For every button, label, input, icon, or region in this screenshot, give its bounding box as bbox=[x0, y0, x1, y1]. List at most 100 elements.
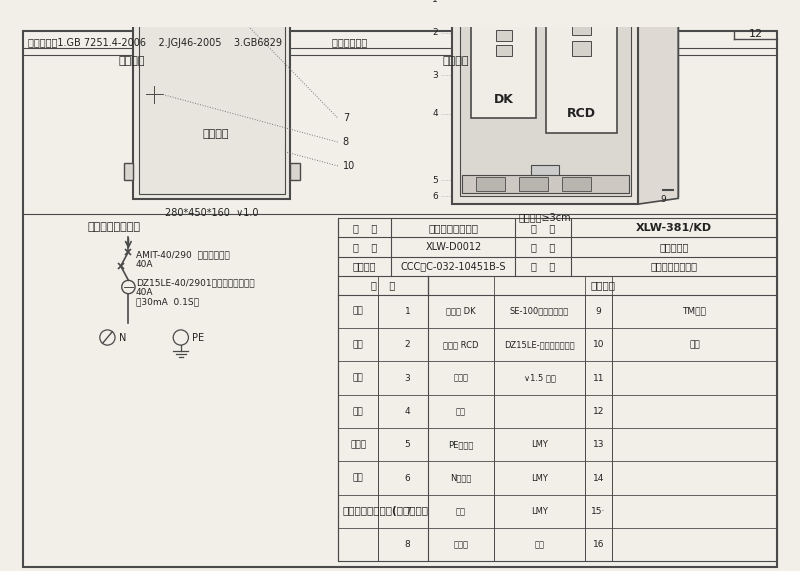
Text: 试验报告: 试验报告 bbox=[353, 261, 377, 271]
Text: 排耳: 排耳 bbox=[689, 340, 700, 349]
Text: 线夹: 线夹 bbox=[456, 407, 466, 416]
Text: 3: 3 bbox=[432, 71, 438, 80]
Text: 14: 14 bbox=[593, 473, 604, 482]
Bar bbox=[338, 218, 778, 561]
Text: 2: 2 bbox=[433, 28, 438, 37]
Text: 图    号: 图 号 bbox=[353, 242, 377, 252]
Bar bbox=[124, 1, 133, 18]
Circle shape bbox=[613, 166, 622, 175]
Bar bbox=[462, 175, 629, 192]
Text: 设计: 设计 bbox=[353, 307, 363, 316]
Text: 6: 6 bbox=[432, 192, 438, 201]
Bar bbox=[476, 178, 505, 191]
Circle shape bbox=[469, 166, 478, 175]
Text: DZ15LE-40/2901（透明漏电开关）: DZ15LE-40/2901（透明漏电开关） bbox=[136, 279, 254, 288]
Polygon shape bbox=[638, 0, 678, 204]
Text: 日期: 日期 bbox=[353, 473, 363, 482]
Text: 12: 12 bbox=[593, 407, 604, 416]
Circle shape bbox=[651, 184, 663, 195]
Bar bbox=[562, 178, 590, 191]
Text: 6: 6 bbox=[405, 473, 410, 482]
Text: 8: 8 bbox=[405, 540, 410, 549]
Text: 7: 7 bbox=[343, 113, 349, 123]
Bar bbox=[571, 20, 590, 35]
Text: 主要配件: 主要配件 bbox=[590, 280, 615, 290]
Text: 施工现场照明配电: 施工现场照明配电 bbox=[650, 261, 698, 271]
Text: 1: 1 bbox=[405, 307, 410, 316]
Text: 外型图：: 外型图： bbox=[119, 56, 146, 66]
Text: 断路器 RCD: 断路器 RCD bbox=[443, 340, 478, 349]
Text: 8: 8 bbox=[343, 137, 349, 147]
Text: 压把锁: 压把锁 bbox=[454, 540, 469, 549]
Bar bbox=[519, 178, 548, 191]
Text: 断路器 DK: 断路器 DK bbox=[446, 307, 476, 316]
Text: 审核: 审核 bbox=[353, 407, 363, 416]
Text: TM连接: TM连接 bbox=[682, 307, 706, 316]
Text: 规    格: 规 格 bbox=[531, 242, 555, 252]
Text: AMIT-40/290  （透明空开）: AMIT-40/290 （透明空开） bbox=[136, 250, 230, 259]
Text: 280*450*160  ∨1.0: 280*450*160 ∨1.0 bbox=[165, 208, 258, 218]
Text: 9: 9 bbox=[660, 195, 666, 204]
Text: 名    称: 名 称 bbox=[353, 223, 377, 233]
Bar bbox=[493, 11, 515, 25]
Bar bbox=[546, 4, 618, 132]
Text: 序    号: 序 号 bbox=[370, 280, 395, 290]
Text: 哈尔滨市龙瑞电气(成套设备）: 哈尔滨市龙瑞电气(成套设备） bbox=[343, 506, 429, 516]
Text: 40A: 40A bbox=[136, 288, 154, 297]
Text: 标牌: 标牌 bbox=[456, 507, 466, 516]
Bar bbox=[290, 163, 300, 180]
Text: 1: 1 bbox=[432, 0, 438, 3]
Text: ∨1.5 折边: ∨1.5 折边 bbox=[524, 373, 555, 383]
Text: 防雨: 防雨 bbox=[534, 540, 545, 549]
Text: DK: DK bbox=[494, 93, 514, 106]
Bar bbox=[453, 0, 638, 204]
Bar bbox=[460, 0, 630, 196]
Text: 11: 11 bbox=[593, 373, 604, 383]
Text: 16: 16 bbox=[593, 540, 604, 549]
Text: 5: 5 bbox=[432, 176, 438, 185]
Bar bbox=[496, 30, 511, 41]
Text: 15·: 15· bbox=[591, 507, 606, 516]
Text: DZ15LE-透明系列漏电开: DZ15LE-透明系列漏电开 bbox=[504, 340, 575, 349]
Bar bbox=[124, 163, 133, 180]
Text: N: N bbox=[119, 332, 126, 343]
Circle shape bbox=[469, 2, 478, 11]
Bar bbox=[570, 10, 593, 21]
Bar bbox=[133, 0, 290, 199]
Bar bbox=[530, 165, 559, 176]
Text: XLW-381/KD: XLW-381/KD bbox=[636, 223, 712, 233]
Text: 元件间距≥3cm: 元件间距≥3cm bbox=[518, 212, 571, 223]
Text: 4: 4 bbox=[433, 109, 438, 118]
Text: 12: 12 bbox=[749, 30, 762, 39]
Text: 装配图：: 装配图： bbox=[443, 56, 470, 66]
Text: 10: 10 bbox=[593, 340, 604, 349]
Text: 执行标准：1.GB 7251.4-2006    2.JGJ46-2005    3.GB6829                壳体颜色：黄: 执行标准：1.GB 7251.4-2006 2.JGJ46-2005 3.GB6… bbox=[28, 38, 367, 48]
Text: 校核: 校核 bbox=[353, 373, 363, 383]
Text: 用    途: 用 途 bbox=[531, 261, 555, 271]
Text: RCD: RCD bbox=[566, 107, 595, 120]
Text: XLW-D0012: XLW-D0012 bbox=[426, 242, 482, 252]
Bar bbox=[530, 1, 560, 11]
Text: SE-100系列透明开关: SE-100系列透明开关 bbox=[510, 307, 570, 316]
Circle shape bbox=[613, 2, 622, 11]
Bar bbox=[496, 14, 511, 26]
Text: 5: 5 bbox=[405, 440, 410, 449]
Bar bbox=[290, 1, 300, 18]
Text: 制图: 制图 bbox=[353, 340, 363, 349]
Bar bbox=[571, 41, 590, 57]
Text: 标准化: 标准化 bbox=[350, 440, 366, 449]
Text: 建筑施工用配电箱: 建筑施工用配电箱 bbox=[428, 223, 478, 233]
Text: 40A: 40A bbox=[136, 260, 154, 268]
Text: CCC：C-032-10451B-S: CCC：C-032-10451B-S bbox=[401, 261, 506, 271]
Text: LMY: LMY bbox=[531, 507, 548, 516]
Text: 4: 4 bbox=[405, 407, 410, 416]
Bar bbox=[496, 45, 511, 57]
Text: 照明开关箱: 照明开关箱 bbox=[659, 242, 689, 252]
Text: 10: 10 bbox=[343, 161, 355, 171]
Text: N线端子: N线端子 bbox=[450, 473, 472, 482]
Bar bbox=[190, 0, 232, 20]
Bar bbox=[471, 4, 536, 118]
Text: 安装板: 安装板 bbox=[454, 373, 469, 383]
Text: PE: PE bbox=[192, 332, 204, 343]
Text: LMY: LMY bbox=[531, 473, 548, 482]
